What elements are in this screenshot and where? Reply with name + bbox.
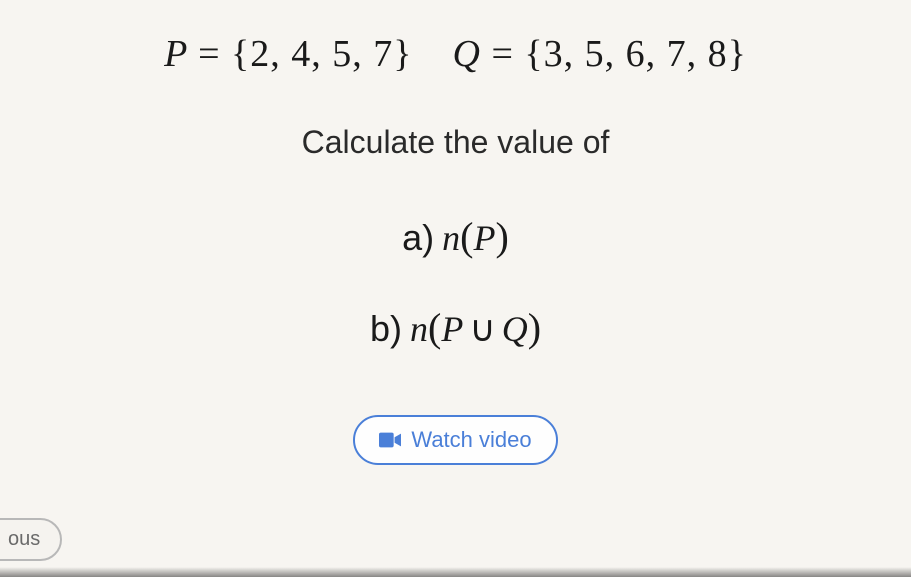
question-a: a) n(P) (402, 213, 509, 260)
question-a-expr: n(P) (442, 213, 509, 260)
previous-button-label: ous (8, 528, 40, 550)
open-paren: ( (428, 305, 441, 350)
equals-sign: = (491, 33, 524, 75)
equals-sign: = (198, 33, 231, 75)
set-Q: Q = {3, 5, 6, 7, 8} (453, 32, 747, 76)
arg-P: P (474, 218, 496, 258)
set-Q-elements: {3, 5, 6, 7, 8} (524, 33, 746, 75)
union-symbol: ∪ (463, 309, 501, 349)
close-paren: ) (528, 305, 541, 350)
question-a-label: a) (402, 217, 434, 259)
set-P-label: P (164, 33, 188, 75)
question-panel: P = {2, 4, 5, 7} Q = {3, 5, 6, 7, 8} Cal… (0, 0, 911, 577)
instruction-text: Calculate the value of (302, 124, 610, 161)
arg-Q: Q (502, 309, 528, 349)
arg-P: P (441, 309, 463, 349)
previous-button[interactable]: ous (0, 518, 62, 561)
video-camera-icon (379, 432, 401, 448)
question-b-label: b) (370, 308, 402, 350)
set-definitions: P = {2, 4, 5, 7} Q = {3, 5, 6, 7, 8} (164, 32, 747, 76)
question-b: b) n(P∪Q) (370, 304, 541, 351)
set-Q-label: Q (453, 33, 481, 75)
set-P-elements: {2, 4, 5, 7} (231, 33, 412, 75)
set-P: P = {2, 4, 5, 7} (164, 32, 412, 76)
close-paren: ) (496, 214, 509, 259)
question-b-expr: n(P∪Q) (410, 304, 541, 351)
open-paren: ( (460, 214, 473, 259)
bottom-shadow (0, 567, 911, 577)
watch-video-label: Watch video (411, 427, 531, 453)
watch-video-button[interactable]: Watch video (353, 415, 557, 465)
func-n: n (442, 218, 460, 258)
func-n: n (410, 309, 428, 349)
